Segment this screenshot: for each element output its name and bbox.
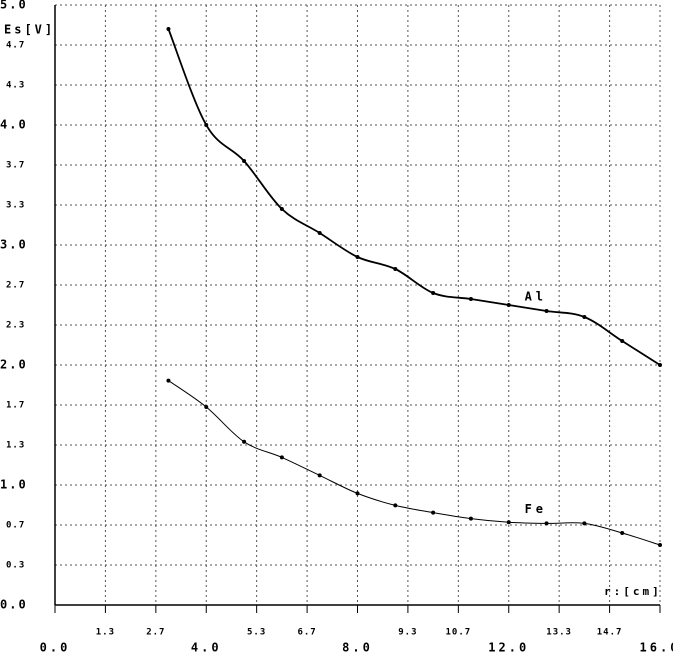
x-tick-label: 1.3	[96, 628, 115, 638]
data-point	[431, 291, 436, 295]
data-point	[658, 543, 662, 547]
x-tick-label: 0.0	[40, 641, 71, 655]
x-tick-label: 6.7	[297, 628, 316, 638]
x-tick-label: 14.7	[597, 628, 623, 638]
data-point	[506, 303, 511, 307]
data-point	[279, 455, 284, 460]
y-tick-label: 0.3	[6, 561, 25, 571]
x-tick-label: 13.3	[546, 628, 572, 638]
data-point	[431, 510, 436, 515]
data-point	[204, 123, 209, 127]
y-tick-label: 1.0	[0, 478, 28, 492]
data-point	[393, 267, 398, 271]
data-point	[468, 297, 473, 301]
x-tick-label: 10.7	[446, 628, 472, 638]
x-tick-label: 5.3	[247, 628, 266, 638]
data-point	[544, 521, 549, 526]
series-label: Fe	[525, 502, 547, 516]
y-tick-label: 0.7	[6, 520, 25, 530]
y-tick-label: 4.3	[6, 81, 25, 91]
series-label: Al	[525, 290, 547, 304]
y-tick-label: 1.7	[6, 400, 25, 410]
y-tick-label: 0.0	[0, 598, 28, 612]
x-axis-label: r:[cm]	[604, 585, 662, 598]
y-axis-label: Es[V]	[4, 23, 55, 37]
data-point	[468, 516, 473, 521]
data-point	[582, 315, 587, 319]
x-tick-label: 8.0	[342, 641, 373, 655]
y-tick-label: 2.0	[0, 358, 28, 372]
data-point	[166, 27, 171, 31]
data-point	[242, 159, 247, 163]
x-tick-label: 16.0	[640, 641, 673, 655]
x-tick-label: 9.3	[398, 628, 417, 638]
y-tick-label: 3.0	[0, 238, 28, 252]
data-point	[393, 503, 398, 508]
x-tick-label: 12.0	[488, 641, 529, 655]
x-tick-label: 2.7	[146, 628, 165, 638]
y-tick-label: 2.3	[6, 321, 25, 331]
data-point	[658, 363, 662, 367]
data-point	[279, 207, 284, 211]
y-tick-label: 5.0	[0, 0, 28, 12]
data-point	[620, 339, 625, 343]
series-line	[167, 28, 661, 366]
series-line	[168, 380, 661, 546]
y-tick-label: 2.7	[6, 280, 25, 290]
data-point	[166, 378, 171, 383]
data-point	[620, 531, 625, 535]
data-point	[355, 491, 360, 496]
data-point	[506, 520, 511, 525]
data-point	[582, 521, 587, 526]
data-point	[242, 439, 247, 444]
data-point	[317, 231, 322, 235]
data-point	[544, 309, 549, 313]
y-tick-label: 3.3	[6, 201, 25, 211]
x-tick-label: 4.0	[191, 641, 222, 655]
y-tick-label: 4.7	[6, 40, 25, 50]
y-tick-label: 1.3	[6, 441, 25, 451]
y-tick-label: 3.7	[6, 160, 25, 170]
data-point	[204, 405, 209, 409]
data-point	[355, 255, 360, 259]
data-point	[317, 473, 322, 478]
y-tick-label: 4.0	[0, 118, 28, 132]
